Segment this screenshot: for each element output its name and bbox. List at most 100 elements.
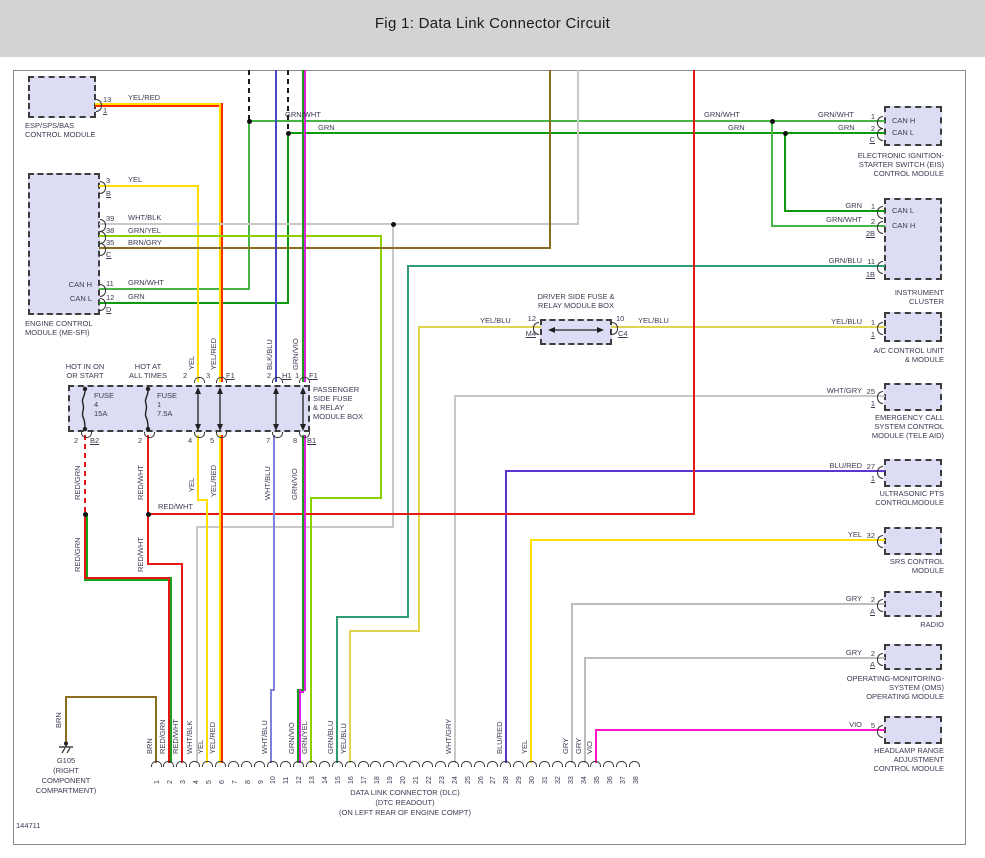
ground-label: COMPARTMENT) [35,786,97,795]
wire-grn-vio-to-dlc [297,689,299,763]
wire-label: YEL [520,739,529,754]
pin-number: 1 [103,106,108,115]
wire-can-high-bus-grn-wht [248,120,885,122]
srs-module-box [884,527,942,555]
wire-blu-red-pts [505,470,885,472]
dlc-pin-cap-icon [163,761,175,767]
pin-number: 1 [870,399,875,408]
pin-number: 25 [866,387,875,396]
connector-cup-icon [271,432,283,438]
module-title: MODULE BOX [313,412,364,421]
wire-ecm-grn-yel [99,235,382,237]
pin-number: 27 [866,462,875,471]
wire-yel-to-dlc [197,499,208,501]
pin-number: 11 [867,257,875,266]
dlc-pin-cap-icon [448,761,460,767]
dlc-pin-cap-icon [254,761,266,767]
wire-ecm-grn-yel [380,235,382,499]
dlc-pin-number: 31 [542,776,550,784]
figure-code: 144711 [16,821,41,830]
dlc-pin-cap-icon [331,761,343,767]
diagram-border [13,70,966,845]
pin-arc-icon [877,205,883,219]
wire-esp-yel-red-stripe [95,105,221,107]
wire-ecm-can-h-grn-wht [99,288,250,290]
wire-red-grn-lower [84,513,86,579]
wire-esp-yel-red [219,103,221,382]
wire-ecm-wht-blk-feed [577,70,579,225]
dlc-pin-cap-icon [474,761,485,767]
dlc-pin-cap-icon [189,761,201,767]
fuse-icon [78,386,92,437]
pin-number: 2 [870,649,875,658]
passthrough-arrow-icon [547,322,605,340]
wire-yel-blu-left [349,630,420,632]
module-title: HEADLAMP RANGE [874,746,944,755]
pin-arc-icon [100,283,106,297]
module-title: & MODULE [904,355,944,364]
label: CAN L [892,128,915,137]
label: 15A [94,409,108,418]
wire-label: GRN/WHT [128,278,164,287]
wire-wht-blu-to-dlc [270,689,272,763]
pin-arc-icon [877,115,883,129]
dlc-pin-cap-icon [486,761,498,767]
wire-label: BRN/GRY [128,238,163,247]
wire-esp-yel-red-stripe [221,103,223,382]
wire-label: YEL [196,739,205,754]
wire-ecm-wht-blk-feed [99,223,579,225]
wire-label: YEL [187,477,196,492]
wire-label: YEL/RED [208,721,217,754]
wire-label: GRN/WHT [818,110,854,119]
junction-dot [285,130,291,136]
pin-number: 2 [138,436,143,445]
wire-headlamp-vio [595,729,597,763]
pin-arc-icon [877,724,883,738]
pin-number: H1 [282,371,292,380]
dlc-pin-cap-icon [344,761,356,767]
instrument-cluster-box [884,198,942,280]
wire-red-grn-lower [84,577,170,579]
wire-grn-vio-feed-stripe [304,70,306,382]
wire-label: BLK/BLU [265,339,274,370]
wire-red-wht-main [181,563,183,763]
wire-red-wht-main [147,563,183,565]
wire-label: YEL/BLU [480,316,511,325]
label: CAN L [69,294,92,303]
headlamp-module-box [884,716,942,744]
pin-number: 3 [206,371,211,380]
dlc-pin-cap-icon [241,761,253,767]
label: HOT AT [134,362,162,371]
module-title: EMERGENCY CALL [874,413,944,422]
wire-label: WHT/BLU [260,720,269,754]
module-title: OPERATING MODULE [866,692,944,701]
pin-number: 12 [106,293,115,302]
wire-srs-yel [530,539,885,541]
dlc-pin-number: 15 [335,776,343,784]
connector-cup-icon [193,432,205,438]
dlc-pin-cap-icon [603,761,615,767]
dlc-pin-number: 5 [205,780,213,784]
pin-arc-icon [100,242,106,256]
wire-grn-vio-to-dlc-stripe [299,689,301,763]
pin-number: 12 [527,314,536,323]
wire-shield-drop-a [248,70,250,122]
passthrough-arrow-icon [298,387,308,436]
wire-label: RED/WHT [136,465,145,500]
wire-ecm-can-l-grn [287,132,289,304]
label: HOT IN ON [65,362,105,371]
driver-side-fuse-box [540,319,612,345]
wire-label: GRY [561,737,570,754]
dlc-pin-cap-icon [292,761,304,767]
module-title: MODULE (ME-SFI) [25,328,90,337]
wire-label: YEL [187,355,196,370]
dlc-title: (ON LEFT REAR OF ENGINE COMPT) [339,808,471,817]
wire-cluster-can-h-grn-wht [771,120,773,227]
wire-red-grn-lower-stripe [86,513,88,579]
wire-srs-yel [530,539,532,763]
wire-red-grn-lower [168,577,170,763]
wire-wht-blu-to-dlc [273,435,275,691]
dlc-pin-number: 3 [179,780,187,784]
pin-number: 35 [106,238,115,247]
